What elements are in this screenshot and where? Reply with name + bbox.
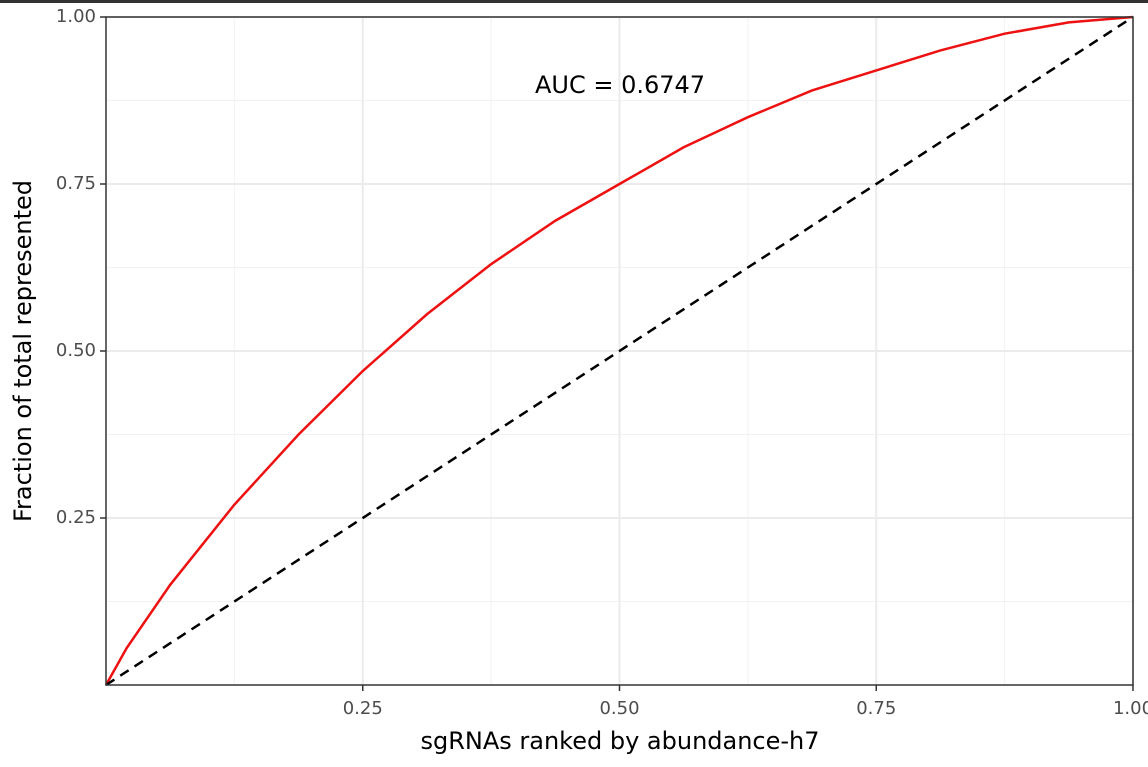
marks [104, 15, 1134, 687]
x-axis-title: sgRNAs ranked by abundance-h7 [420, 727, 819, 755]
x-tick-label: 1.00 [1113, 698, 1148, 719]
y-axis-title: Fraction of total represented [9, 180, 37, 522]
x-tick-label: 0.75 [856, 698, 896, 719]
y-tick-label: 0.75 [56, 173, 96, 194]
top-bar [0, 0, 1148, 3]
x-tick-label: 0.25 [343, 698, 383, 719]
y-tick-label: 0.50 [56, 340, 96, 361]
annotation: AUC = 0.6747 [535, 71, 705, 99]
x-tick-label: 0.50 [599, 698, 639, 719]
reference-line [105, 15, 1134, 687]
curve-line [104, 15, 1134, 686]
y-tick-label: 0.25 [56, 507, 96, 528]
y-tick-label: 1.00 [56, 6, 96, 27]
